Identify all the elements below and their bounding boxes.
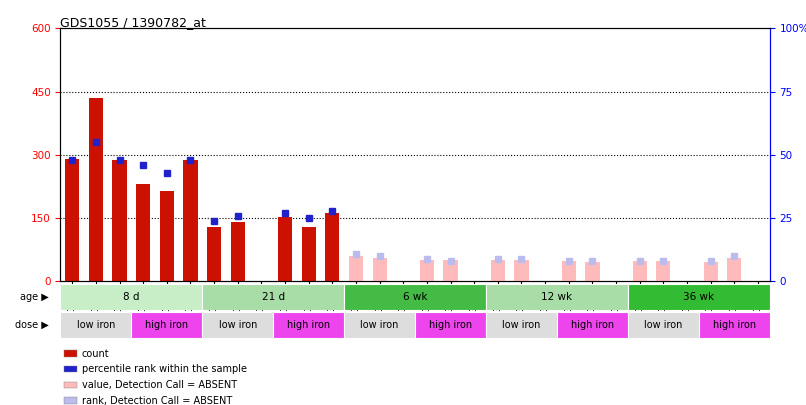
Bar — [585, 262, 600, 281]
Bar — [136, 184, 150, 281]
Text: 8 d: 8 d — [123, 292, 139, 302]
Text: value, Detection Call = ABSENT: value, Detection Call = ABSENT — [81, 380, 237, 390]
Bar — [699, 312, 770, 338]
Bar — [60, 284, 202, 310]
Bar — [65, 159, 79, 281]
Text: high iron: high iron — [287, 320, 330, 330]
Text: low iron: low iron — [502, 320, 541, 330]
Bar — [656, 261, 671, 281]
Text: 36 wk: 36 wk — [683, 292, 714, 302]
Bar — [64, 366, 77, 372]
Bar — [349, 256, 363, 281]
Bar — [727, 258, 742, 281]
Bar — [273, 312, 344, 338]
Bar — [207, 227, 221, 281]
Bar — [160, 191, 174, 281]
Bar — [301, 227, 316, 281]
Text: 6 wk: 6 wk — [403, 292, 427, 302]
Bar — [131, 312, 202, 338]
Bar — [278, 217, 292, 281]
Bar — [231, 222, 245, 281]
Bar — [202, 312, 273, 338]
Bar — [633, 261, 646, 281]
Bar — [420, 260, 434, 281]
Bar — [486, 312, 557, 338]
Bar — [514, 260, 529, 281]
Text: low iron: low iron — [644, 320, 683, 330]
Bar — [443, 260, 458, 281]
Text: low iron: low iron — [218, 320, 257, 330]
Text: GDS1055 / 1390782_at: GDS1055 / 1390782_at — [60, 16, 206, 29]
Bar — [415, 312, 486, 338]
Text: percentile rank within the sample: percentile rank within the sample — [81, 364, 247, 374]
Bar — [64, 350, 77, 357]
Text: low iron: low iron — [77, 320, 115, 330]
Bar — [60, 312, 131, 338]
Bar — [486, 284, 628, 310]
Text: count: count — [81, 349, 110, 358]
Text: high iron: high iron — [713, 320, 756, 330]
Text: rank, Detection Call = ABSENT: rank, Detection Call = ABSENT — [81, 396, 232, 405]
Text: age ▶: age ▶ — [20, 292, 48, 302]
Bar — [344, 312, 415, 338]
Bar — [628, 284, 770, 310]
Bar — [562, 261, 575, 281]
Bar — [344, 284, 486, 310]
Bar — [89, 98, 103, 281]
Text: low iron: low iron — [360, 320, 399, 330]
Bar — [326, 213, 339, 281]
Text: high iron: high iron — [429, 320, 472, 330]
Bar — [491, 260, 505, 281]
Bar — [704, 262, 717, 281]
Text: high iron: high iron — [145, 320, 189, 330]
Bar — [628, 312, 699, 338]
Bar — [557, 312, 628, 338]
Bar — [64, 382, 77, 388]
Bar — [64, 397, 77, 404]
Text: 12 wk: 12 wk — [542, 292, 572, 302]
Bar — [202, 284, 344, 310]
Text: 21 d: 21 d — [262, 292, 285, 302]
Text: dose ▶: dose ▶ — [15, 320, 48, 330]
Text: high iron: high iron — [571, 320, 614, 330]
Bar — [184, 160, 197, 281]
Bar — [372, 258, 387, 281]
Bar — [113, 160, 127, 281]
